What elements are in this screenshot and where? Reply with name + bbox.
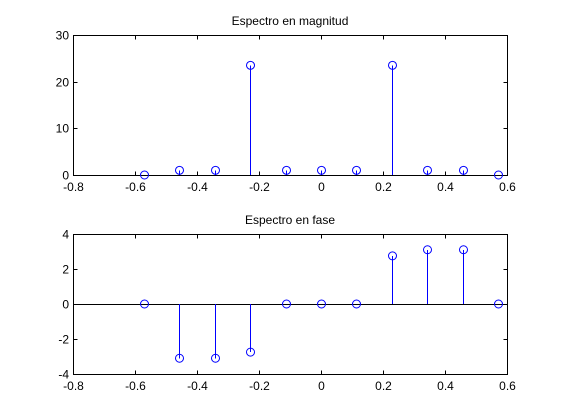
magnitude-y-tick-label: 20 — [56, 76, 70, 90]
magnitude-data-point — [246, 60, 255, 70]
magnitude-data-point — [211, 165, 220, 175]
phase-data-point — [211, 353, 220, 363]
phase-y-tick-label: 4 — [62, 228, 69, 242]
phase-plot: Espectro en fase -0.8 -0.6 -0.4 -0.2 0 0.2 0.4… — [58, 213, 516, 393]
magnitude-y-tick-label: 30 — [56, 29, 70, 43]
magnitude-data-point — [175, 165, 184, 175]
magnitude-x-tick-label: 0 — [318, 180, 325, 194]
magnitude-data-point — [140, 170, 149, 180]
magnitude-plot: Espectro en magnitud -0.8 -0.6 -0.4 -0.2 0 0.… — [56, 14, 517, 194]
phase-chart-title: Espectro en fase — [245, 213, 335, 227]
phase-x-tick-label: -0.4 — [187, 379, 208, 393]
magnitude-x-tick-label: 0.2 — [375, 180, 392, 194]
phase-data-point — [494, 299, 503, 309]
magnitude-data-point — [352, 165, 361, 175]
phase-y-tick-label: -4 — [58, 368, 69, 382]
magnitude-data-point — [494, 170, 503, 180]
phase-data-point — [140, 299, 149, 309]
magnitude-chart-title: Espectro en magnitud — [232, 14, 349, 28]
phase-x-tick-label: 0.4 — [437, 379, 454, 393]
phase-x-tick-label: 0 — [318, 379, 325, 393]
phase-data-point — [388, 251, 397, 261]
magnitude-x-tick-label: -0.2 — [249, 180, 270, 194]
phase-data-point — [317, 299, 326, 309]
magnitude-data-point — [317, 165, 326, 175]
magnitude-data-point — [388, 60, 397, 70]
phase-data-point — [459, 245, 468, 255]
phase-y-tick-label: 0 — [62, 298, 69, 312]
phase-x-tick-label: -0.6 — [125, 379, 146, 393]
magnitude-x-tick-label: -0.6 — [125, 180, 146, 194]
phase-data-point — [423, 245, 432, 255]
phase-x-tick-label: -0.8 — [63, 379, 84, 393]
phase-data-point — [352, 299, 361, 309]
phase-y-tick-label: -2 — [58, 333, 69, 347]
phase-x-tick-label: 0.2 — [375, 379, 392, 393]
phase-data-point — [246, 347, 255, 357]
phase-data-point — [282, 299, 291, 309]
phase-y-tick-label: 2 — [62, 263, 69, 277]
magnitude-axes-frame — [73, 35, 508, 176]
magnitude-x-tick-label: 0.6 — [499, 180, 516, 194]
phase-x-tick-label: -0.2 — [249, 379, 270, 393]
magnitude-x-tick-label: -0.8 — [63, 180, 84, 194]
magnitude-x-tick-label: -0.4 — [187, 180, 208, 194]
phase-x-tick-label: 0.6 — [499, 379, 516, 393]
magnitude-data-point — [282, 165, 291, 175]
magnitude-x-tick-label: 0.4 — [437, 180, 454, 194]
magnitude-data-point — [423, 165, 432, 175]
magnitude-data-point — [459, 165, 468, 175]
phase-data-point — [175, 353, 184, 363]
magnitude-y-tick-label: 10 — [56, 122, 70, 136]
magnitude-y-tick-label: 0 — [62, 169, 69, 183]
